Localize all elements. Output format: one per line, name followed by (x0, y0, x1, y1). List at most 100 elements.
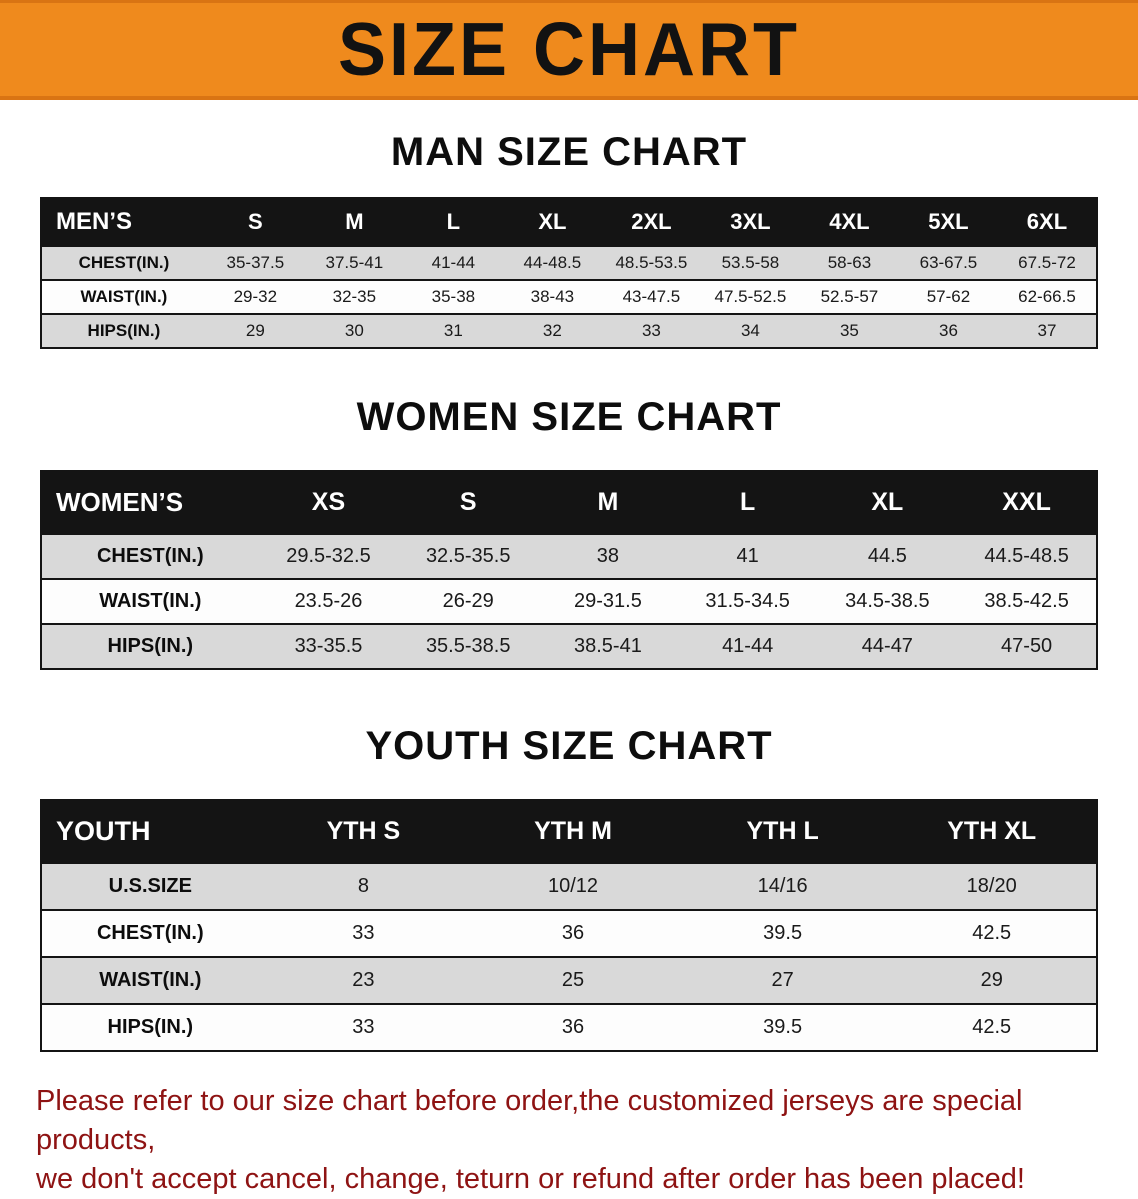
size-value: 32.5-35.5 (398, 533, 539, 579)
size-value: 39.5 (677, 1003, 888, 1051)
table-row: HIPS(IN.) 33 36 39.5 42.5 (41, 1003, 1097, 1051)
size-value: 42.5 (887, 909, 1097, 957)
size-value: 38-43 (502, 279, 602, 314)
size-column-header: 6XL (997, 198, 1097, 246)
men-size-table: MEN’S S M L XL 2XL 3XL 4XL 5XL 6XL CHEST(IN.) 35-37… (40, 197, 1098, 349)
table-row: WAIST(IN.) 29-32 32-35 35-38 38-43 43-47.5 47.… (41, 279, 1097, 314)
size-value: 41-44 (677, 623, 818, 669)
size-value: 35.5-38.5 (398, 623, 539, 669)
size-value: 33 (258, 1003, 469, 1051)
size-value: 44.5 (817, 533, 958, 579)
table-row: HIPS(IN.) 29 30 31 32 33 34 35 36 37 (41, 313, 1097, 348)
men-section-heading: MAN SIZE CHART (390, 130, 748, 174)
size-chart-banner: SIZE CHART (0, 0, 1138, 100)
table-row: CHEST(IN.) 35-37.5 37.5-41 41-44 44-48.5 48.5… (41, 245, 1097, 280)
size-value: 63-67.5 (898, 245, 998, 280)
measurement-row-label: HIPS(IN.) (41, 623, 259, 669)
size-value: 29-32 (205, 279, 305, 314)
table-corner-label: WOMEN’S (41, 471, 259, 534)
women-size-table: WOMEN’S XS S M L XL XXL CHEST(IN.) 29.5-32.5 32.5… (40, 470, 1098, 670)
table-header-row: WOMEN’S XS S M L XL XXL (41, 471, 1097, 534)
size-column-header: M (538, 471, 678, 534)
size-value: 67.5-72 (997, 245, 1097, 280)
size-value: 47.5-52.5 (700, 279, 800, 314)
size-value: 44-47 (817, 623, 958, 669)
size-value: 31 (403, 313, 503, 348)
size-value: 57-62 (898, 279, 998, 314)
size-value: 23.5-26 (258, 578, 399, 624)
size-value: 35-37.5 (205, 245, 305, 280)
table-row: U.S.SIZE 8 10/12 14/16 18/20 (41, 862, 1097, 910)
table-corner-label: MEN’S (41, 198, 206, 246)
size-column-header: S (205, 198, 305, 246)
size-value: 38.5-41 (538, 623, 678, 669)
size-value: 36 (898, 313, 998, 348)
size-column-header: 3XL (700, 198, 800, 246)
size-column-header: M (304, 198, 404, 246)
size-value: 34.5-38.5 (817, 578, 958, 624)
size-value: 41 (677, 533, 818, 579)
table-row: CHEST(IN.) 29.5-32.5 32.5-35.5 38 41 44.5 44.5… (41, 533, 1097, 579)
size-value: 44-48.5 (502, 245, 602, 280)
size-value: 42.5 (887, 1003, 1097, 1051)
size-value: 25 (468, 956, 678, 1004)
size-column-header: YTH L (677, 800, 888, 863)
size-value: 30 (304, 313, 404, 348)
size-value: 37 (997, 313, 1097, 348)
size-value: 29.5-32.5 (258, 533, 399, 579)
table-header-row: YOUTH YTH S YTH M YTH L YTH XL (41, 800, 1097, 863)
size-value: 52.5-57 (799, 279, 899, 314)
size-column-header: 5XL (898, 198, 998, 246)
size-value: 29 (887, 956, 1097, 1004)
size-value: 33-35.5 (258, 623, 399, 669)
women-section-heading: WOMEN SIZE CHART (356, 395, 782, 439)
size-column-header: L (677, 471, 818, 534)
youth-size-table: YOUTH YTH S YTH M YTH L YTH XL U.S.SIZE 8 10/12… (40, 799, 1098, 1052)
measurement-row-label: HIPS(IN.) (41, 1003, 259, 1051)
size-column-header: L (403, 198, 503, 246)
size-value: 38 (538, 533, 678, 579)
table-row: WAIST(IN.) 23.5-26 26-29 29-31.5 31.5-34.5 34… (41, 578, 1097, 624)
size-column-header: XL (817, 471, 958, 534)
size-column-header: S (398, 471, 539, 534)
size-value: 44.5-48.5 (957, 533, 1097, 579)
size-value: 33 (258, 909, 469, 957)
measurement-row-label: CHEST(IN.) (41, 245, 206, 280)
size-value: 36 (468, 1003, 678, 1051)
size-column-header: XS (258, 471, 399, 534)
measurement-row-label: WAIST(IN.) (41, 578, 259, 624)
size-value: 37.5-41 (304, 245, 404, 280)
order-policy-line-2: we don't accept cancel, change, teturn o… (36, 1163, 1025, 1196)
size-column-header: YTH XL (887, 800, 1097, 863)
size-value: 41-44 (403, 245, 503, 280)
measurement-row-label: U.S.SIZE (41, 862, 259, 910)
table-row: WAIST(IN.) 23 25 27 29 (41, 956, 1097, 1004)
measurement-row-label: HIPS(IN.) (41, 313, 206, 348)
size-column-header: YTH M (468, 800, 678, 863)
size-value: 35 (799, 313, 899, 348)
size-value: 62-66.5 (997, 279, 1097, 314)
size-value: 58-63 (799, 245, 899, 280)
size-column-header: 2XL (601, 198, 701, 246)
size-value: 43-47.5 (601, 279, 701, 314)
order-policy-note: Please refer to our size chart before or… (0, 1082, 1138, 1199)
order-policy-line-1: Please refer to our size chart before or… (36, 1085, 1023, 1157)
table-row: CHEST(IN.) 33 36 39.5 42.5 (41, 909, 1097, 957)
size-value: 14/16 (677, 862, 888, 910)
size-value: 38.5-42.5 (957, 578, 1097, 624)
size-value: 27 (677, 956, 888, 1004)
size-value: 26-29 (398, 578, 539, 624)
size-value: 33 (601, 313, 701, 348)
table-header-row: MEN’S S M L XL 2XL 3XL 4XL 5XL 6XL (41, 198, 1097, 246)
measurement-row-label: CHEST(IN.) (41, 533, 259, 579)
measurement-row-label: CHEST(IN.) (41, 909, 259, 957)
size-column-header: XXL (957, 471, 1097, 534)
size-value: 36 (468, 909, 678, 957)
measurement-row-label: WAIST(IN.) (41, 956, 259, 1004)
size-value: 32 (502, 313, 602, 348)
measurement-row-label: WAIST(IN.) (41, 279, 206, 314)
size-value: 53.5-58 (700, 245, 800, 280)
size-value: 29 (205, 313, 305, 348)
size-value: 8 (258, 862, 469, 910)
size-value: 35-38 (403, 279, 503, 314)
